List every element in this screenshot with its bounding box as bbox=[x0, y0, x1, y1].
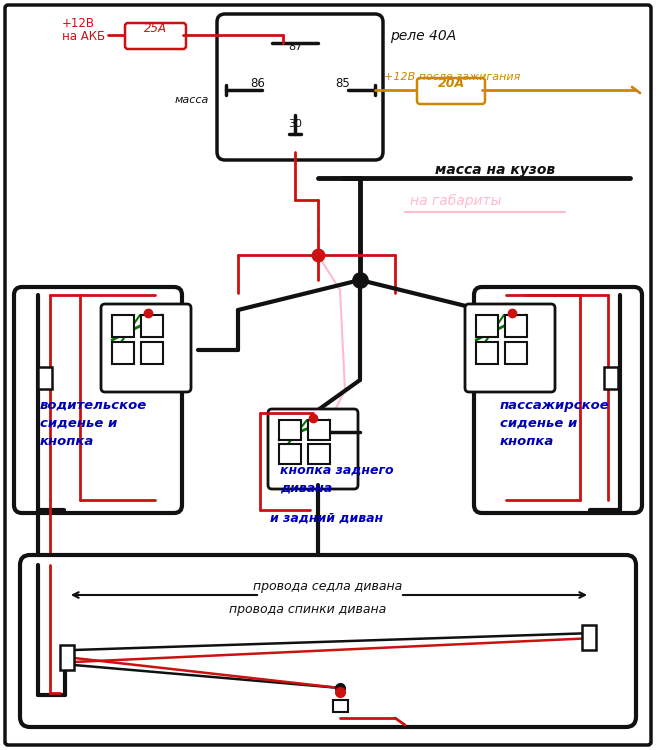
Text: масса: масса bbox=[175, 95, 209, 105]
Bar bbox=[604, 367, 618, 389]
Bar bbox=[476, 315, 498, 337]
Bar bbox=[60, 645, 74, 670]
Text: масса на кузов: масса на кузов bbox=[435, 163, 555, 177]
Text: на габариты: на габариты bbox=[410, 194, 502, 208]
Bar bbox=[308, 444, 330, 464]
Text: 87: 87 bbox=[288, 42, 302, 52]
Bar bbox=[582, 625, 596, 650]
Text: кнопка заднего
дивана: кнопка заднего дивана bbox=[280, 464, 394, 495]
Text: 85: 85 bbox=[335, 77, 350, 90]
Text: реле 40А: реле 40А bbox=[390, 29, 457, 43]
Text: +12В: +12В bbox=[62, 17, 95, 30]
Text: водительское
сиденье и
кнопка: водительское сиденье и кнопка bbox=[40, 399, 147, 448]
FancyBboxPatch shape bbox=[474, 287, 642, 513]
Text: 86: 86 bbox=[250, 77, 265, 90]
Bar bbox=[333, 700, 348, 712]
Bar bbox=[308, 420, 330, 440]
FancyBboxPatch shape bbox=[20, 555, 636, 727]
FancyBboxPatch shape bbox=[465, 304, 555, 392]
Text: 30: 30 bbox=[288, 119, 302, 129]
Bar bbox=[279, 420, 301, 440]
Bar bbox=[505, 315, 527, 337]
FancyBboxPatch shape bbox=[14, 287, 182, 513]
Text: и задний диван: и задний диван bbox=[270, 512, 383, 525]
Text: на АКБ: на АКБ bbox=[62, 30, 105, 43]
FancyBboxPatch shape bbox=[101, 304, 191, 392]
FancyBboxPatch shape bbox=[417, 78, 485, 104]
Text: провода седла дивана: провода седла дивана bbox=[253, 580, 403, 593]
Text: 25А: 25А bbox=[144, 22, 167, 35]
Text: пассажирское
сиденье и
кнопка: пассажирское сиденье и кнопка bbox=[500, 399, 609, 448]
Bar bbox=[279, 444, 301, 464]
Bar bbox=[141, 342, 163, 364]
Text: +12В после зажигания: +12В после зажигания bbox=[384, 72, 520, 82]
FancyBboxPatch shape bbox=[125, 23, 186, 49]
Bar bbox=[112, 315, 134, 337]
Bar bbox=[476, 342, 498, 364]
FancyBboxPatch shape bbox=[217, 14, 383, 160]
Bar bbox=[141, 315, 163, 337]
Text: 20А: 20А bbox=[438, 77, 464, 90]
FancyBboxPatch shape bbox=[5, 5, 651, 745]
Bar bbox=[38, 367, 52, 389]
Bar bbox=[505, 342, 527, 364]
FancyBboxPatch shape bbox=[268, 409, 358, 489]
Bar bbox=[112, 342, 134, 364]
Text: провода спинки дивана: провода спинки дивана bbox=[230, 603, 386, 616]
